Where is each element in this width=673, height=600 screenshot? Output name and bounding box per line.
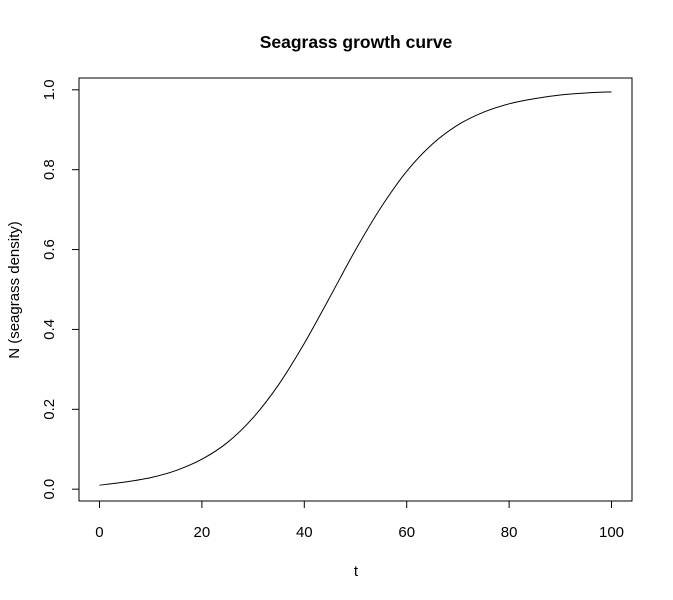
y-tick-label: 0.2	[41, 399, 58, 420]
x-tick-label: 60	[398, 524, 415, 541]
y-axis: 0.0 0.2 0.4 0.6 0.8 1.0	[41, 79, 80, 500]
x-axis: 0 20 40 60 80 100	[95, 500, 624, 541]
y-tick-label: 0.4	[41, 319, 58, 340]
x-tick-label: 80	[501, 524, 518, 541]
y-tick-label: 0.8	[41, 159, 58, 180]
y-axis-label: N (seagrass density)	[6, 221, 23, 359]
x-tick-label: 40	[296, 524, 313, 541]
chart-title: Seagrass growth curve	[260, 32, 453, 52]
y-tick-label: 0.0	[41, 479, 58, 500]
series-layer	[99, 91, 612, 486]
growth-curve-line	[99, 91, 612, 486]
y-tick-label: 1.0	[41, 79, 58, 100]
x-tick-label: 100	[599, 524, 624, 541]
x-tick-label: 0	[95, 524, 103, 541]
plot-frame	[78, 77, 633, 502]
y-tick-label: 0.6	[41, 239, 58, 260]
x-tick-label: 20	[194, 524, 211, 541]
x-axis-label: t	[354, 563, 359, 580]
